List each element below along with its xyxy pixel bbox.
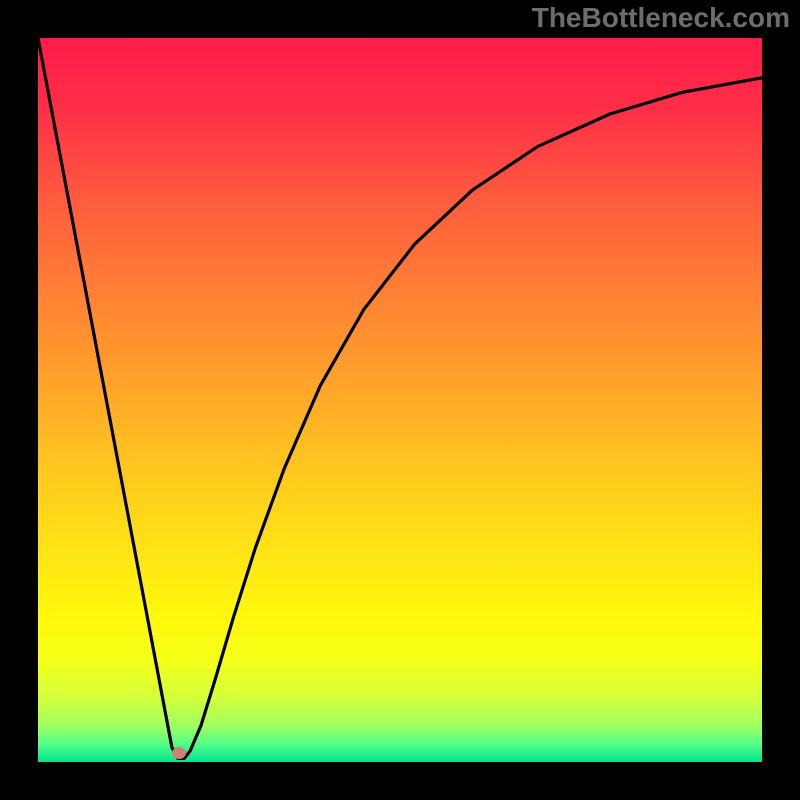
minimum-marker — [172, 747, 186, 759]
watermark-text: TheBottleneck.com — [532, 2, 790, 34]
bottleneck-curve — [0, 0, 800, 800]
